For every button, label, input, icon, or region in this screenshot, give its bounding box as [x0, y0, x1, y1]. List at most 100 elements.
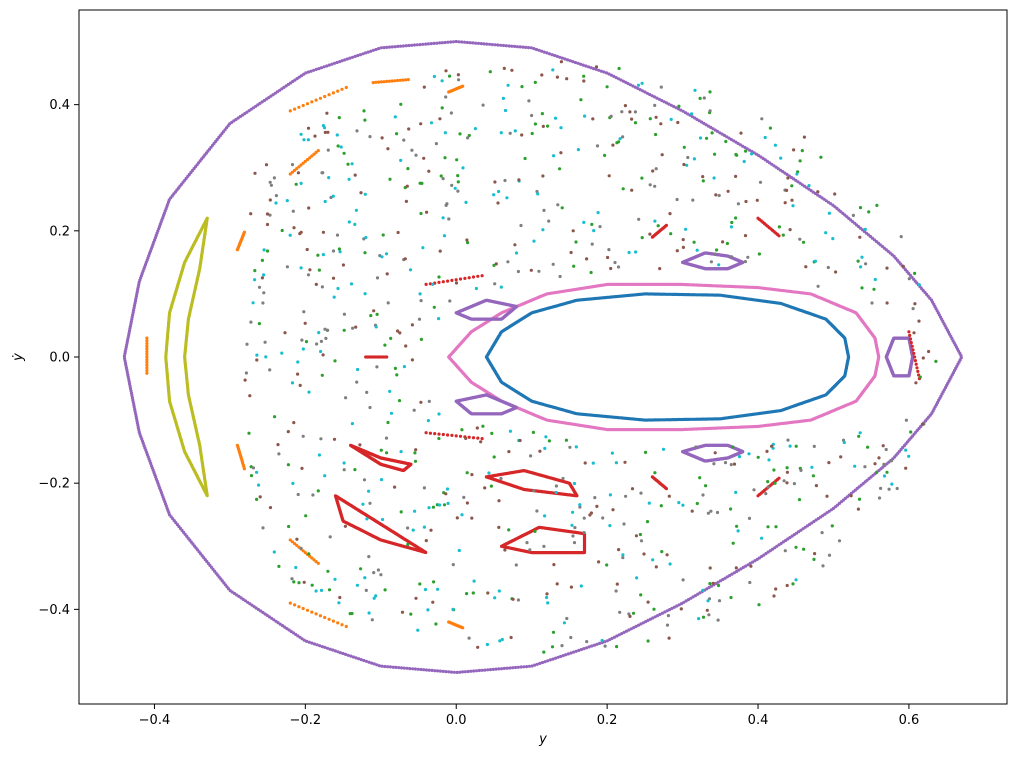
data-point: [483, 668, 487, 672]
data-point: [499, 476, 503, 481]
data-point: [654, 167, 658, 171]
data-point: [347, 177, 351, 181]
data-point: [582, 531, 586, 535]
data-point: [355, 129, 359, 133]
data-point: [455, 670, 459, 675]
data-point: [909, 341, 913, 345]
data-point: [274, 201, 278, 205]
data-point: [864, 262, 868, 266]
data-point: [617, 66, 621, 71]
data-point: [366, 50, 370, 54]
data-point: [358, 53, 362, 57]
data-point: [624, 494, 628, 498]
data-point: [311, 493, 315, 497]
data-point: [508, 666, 512, 670]
data-point: [491, 667, 495, 672]
scatter-points: [122, 39, 963, 675]
data-point: [440, 106, 444, 110]
data-point: [467, 636, 471, 640]
data-point: [371, 48, 375, 52]
data-point: [519, 223, 523, 228]
data-point: [579, 62, 583, 66]
data-point: [609, 73, 614, 77]
data-point: [363, 292, 367, 296]
data-point: [564, 438, 569, 442]
data-point: [681, 578, 685, 582]
data-point: [455, 158, 459, 162]
data-point: [545, 51, 549, 55]
data-point: [305, 608, 310, 612]
data-point: [456, 180, 460, 184]
data-point: [268, 180, 272, 184]
data-point: [506, 260, 510, 264]
data-point: [715, 510, 720, 515]
data-point: [870, 301, 874, 305]
data-point: [670, 606, 674, 611]
data-point: [386, 301, 390, 305]
series-2: [122, 39, 963, 675]
data-point: [904, 448, 908, 452]
data-point: [301, 434, 305, 438]
data-point: [526, 46, 531, 50]
data-point: [911, 348, 915, 352]
data-point: [748, 580, 752, 585]
data-point: [412, 43, 417, 47]
data-point: [379, 573, 383, 577]
data-point: [627, 628, 631, 632]
data-point: [476, 41, 481, 46]
data-point: [701, 179, 705, 183]
data-point: [677, 603, 681, 607]
data-point: [858, 206, 863, 210]
data-point: [472, 669, 476, 673]
data-point: [916, 369, 920, 373]
data-point: [493, 43, 497, 47]
data-point: [535, 662, 539, 666]
data-point: [427, 506, 431, 510]
data-point: [471, 436, 476, 440]
data-point: [908, 337, 913, 341]
data-point: [912, 351, 916, 355]
data-point: [424, 668, 429, 672]
data-point: [363, 251, 367, 255]
data-point: [333, 359, 337, 363]
data-point: [556, 655, 560, 659]
data-point: [364, 235, 368, 240]
data-point: [915, 366, 919, 370]
data-point: [268, 368, 272, 372]
data-point: [560, 644, 564, 648]
data-point: [363, 192, 367, 196]
data-point: [613, 260, 617, 265]
data-point: [760, 117, 764, 121]
data-point: [411, 528, 415, 532]
data-point: [365, 390, 369, 394]
data-point: [454, 278, 458, 282]
data-point: [431, 282, 435, 286]
data-point: [466, 669, 470, 674]
data-point: [361, 52, 365, 56]
data-point: [395, 373, 399, 377]
data-point: [607, 72, 611, 76]
data-point: [529, 46, 533, 50]
data-point: [560, 206, 564, 210]
data-point: [614, 461, 619, 465]
data-point: [474, 669, 479, 673]
data-point: [562, 621, 567, 625]
data-point: [448, 74, 452, 78]
data-point: [323, 94, 327, 99]
data-point: [464, 200, 468, 204]
data-point: [497, 667, 501, 671]
data-point: [449, 670, 454, 674]
data-point: [798, 159, 802, 163]
data-point: [672, 605, 677, 609]
data-point: [590, 222, 594, 226]
data-point: [336, 286, 340, 291]
data-point: [326, 328, 330, 332]
data-point: [325, 646, 330, 650]
data-point: [712, 462, 716, 466]
data-point: [621, 556, 625, 560]
data-point: [640, 176, 644, 180]
data-point: [521, 45, 525, 49]
data-point: [413, 451, 417, 455]
data-point: [690, 112, 694, 116]
